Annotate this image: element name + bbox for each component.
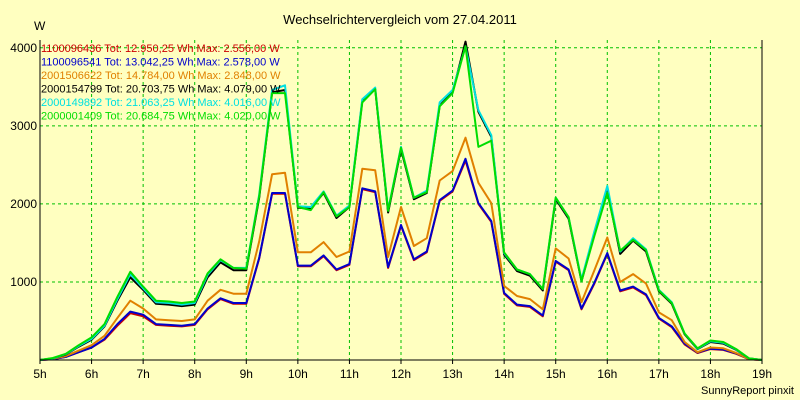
legend-entry-1100096436: 1100096436 Tot: 12.950,25 Wh Max: 2.556,… xyxy=(41,43,280,55)
series-line-1100096541 xyxy=(39,157,763,361)
x-tick-label: 18h xyxy=(700,367,720,381)
x-tick-label: 9h xyxy=(240,367,253,381)
y-tick-label: 3000 xyxy=(10,119,37,133)
x-tick-label: 14h xyxy=(494,367,514,381)
y-tick-labels: 1000 2000 3000 4000 xyxy=(10,41,37,289)
x-tick-label: 19h xyxy=(752,367,772,381)
x-tick-label: 16h xyxy=(597,367,617,381)
grid-lines xyxy=(40,40,762,360)
legend-entry-2000001409: 2000001409 Tot: 20.684,75 Wh Max: 4.020,… xyxy=(41,111,281,123)
x-tick-label: 12h xyxy=(391,367,411,381)
x-tick-label: 8h xyxy=(188,367,201,381)
x-tick-label: 10h xyxy=(288,367,308,381)
legend-entry-1100096541: 1100096541 Tot: 13.042,25 Wh Max: 2.578,… xyxy=(41,57,280,69)
y-tick-label: 1000 xyxy=(10,275,37,289)
x-tick-label: 15h xyxy=(546,367,566,381)
x-tick-label: 17h xyxy=(649,367,669,381)
y-tick-label: 4000 xyxy=(10,41,37,55)
legend: 1100096436 Tot: 12.950,25 Wh Max: 2.556,… xyxy=(41,43,281,123)
legend-entry-2000154799: 2000154799 Tot: 20.703,75 Wh Max: 4.079,… xyxy=(41,84,281,96)
footer-credit: SunnyReport pinxit xyxy=(701,385,794,397)
legend-entry-2001506622: 2001506622 Tot: 14.784,00 Wh Max: 2.848,… xyxy=(41,70,281,82)
y-axis-label: W xyxy=(34,19,46,33)
x-tick-label: 11h xyxy=(340,367,359,381)
chart-title: Wechselrichtervergleich vom 27.04.2011 xyxy=(283,12,517,27)
series-lines xyxy=(39,40,763,361)
x-tick-label: 7h xyxy=(136,367,149,381)
x-tick-labels: 5h 6h 7h 8h 9h 10h 11h 12h 13h 14h 15h 16h 17h 18h 19h xyxy=(33,360,772,381)
y-tick-label: 2000 xyxy=(10,197,37,211)
x-tick-label: 13h xyxy=(443,367,463,381)
legend-entry-2000149892: 2000149892 Tot: 21.063,25 Wh Max: 4.016,… xyxy=(41,97,281,109)
series-line-2000001409 xyxy=(39,45,763,361)
x-tick-label: 6h xyxy=(85,367,98,381)
x-tick-label: 5h xyxy=(33,367,46,381)
series-line-2001506622 xyxy=(39,136,763,361)
